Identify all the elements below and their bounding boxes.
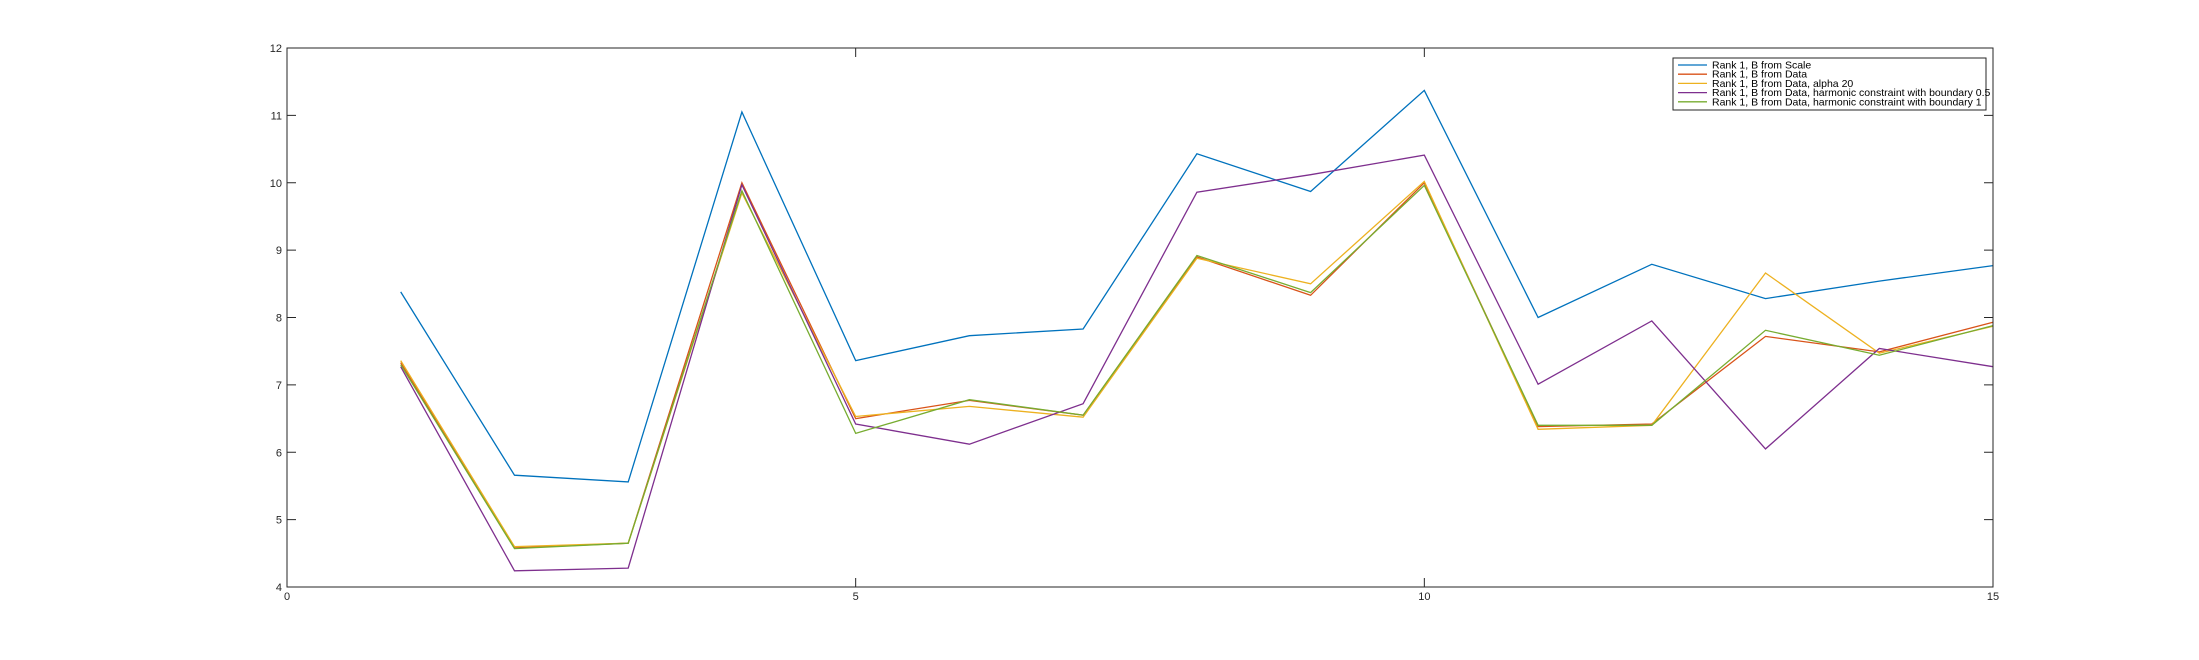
y-tick-label: 11 [271, 110, 282, 122]
y-tick-label: 9 [276, 245, 282, 257]
y-tick-label: 4 [276, 582, 282, 594]
ticks-layer: 0 5 10 15 4 5 6 7 8 9 10 11 12 [270, 43, 1999, 603]
y-tick-label: 6 [276, 447, 282, 459]
axes-box [286, 47, 1994, 588]
series-layer [400, 89, 1994, 572]
legend-box [1672, 57, 1987, 111]
y-tick-label: 8 [276, 313, 282, 325]
series-line-2 [400, 181, 1994, 549]
x-tick-label: 15 [1987, 591, 1999, 603]
y-tick-label: 12 [270, 43, 282, 55]
legend-entry-label: Rank 1, B from Data [1712, 69, 1807, 81]
series-line-3 [400, 180, 1994, 548]
x-tick-label: 5 [853, 591, 859, 603]
y-tick-label: 7 [276, 380, 282, 392]
legend-entry-label: Rank 1, B from Data, alpha 20 [1712, 78, 1853, 90]
legend-entry-label: Rank 1, B from Data, harmonic constraint… [1712, 87, 1991, 99]
series-line-4 [400, 154, 1994, 572]
y-tick-label: 10 [270, 178, 282, 190]
y-tick-label: 5 [276, 515, 282, 527]
x-tick-label: 10 [1418, 591, 1430, 603]
legend-entry-label: Rank 1, B from Scale [1712, 60, 1811, 72]
series-line-5 [400, 184, 1994, 550]
x-tick-label: 0 [284, 591, 290, 603]
series-line-1 [400, 89, 1994, 483]
legend-entry-label: Rank 1, B from Data, harmonic constraint… [1712, 96, 1982, 108]
